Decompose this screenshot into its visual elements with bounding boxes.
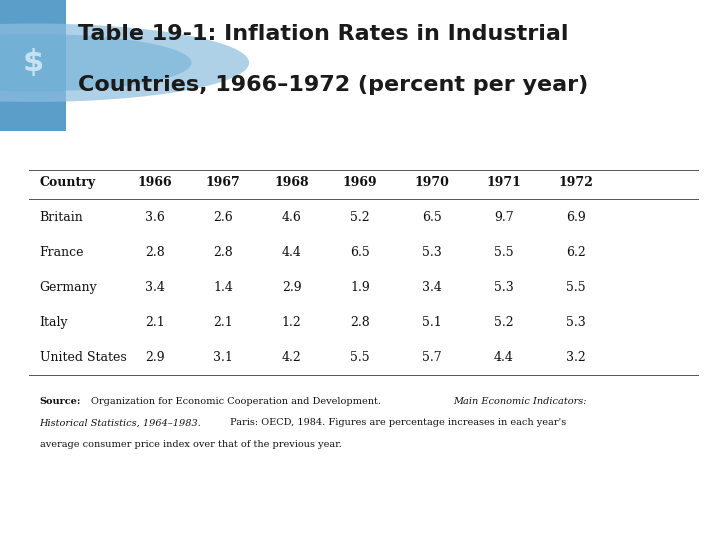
Text: 2.8: 2.8	[350, 316, 370, 329]
Text: 2.9: 2.9	[145, 352, 165, 365]
Text: 6.5: 6.5	[422, 211, 442, 224]
Text: 4.4: 4.4	[494, 352, 514, 365]
Text: 4.2: 4.2	[282, 352, 302, 365]
Text: United States: United States	[40, 352, 126, 365]
Text: 5.5: 5.5	[494, 246, 514, 259]
Text: 1970: 1970	[415, 176, 449, 189]
Text: Britain: Britain	[40, 211, 84, 224]
Text: 5.5: 5.5	[566, 281, 586, 294]
Text: 3.4: 3.4	[145, 281, 165, 294]
Text: 1972: 1972	[559, 176, 593, 189]
Text: Historical Statistics, 1964–1983.: Historical Statistics, 1964–1983.	[40, 418, 202, 427]
Text: 3.2: 3.2	[566, 352, 586, 365]
Text: 3.4: 3.4	[422, 281, 442, 294]
Circle shape	[0, 24, 249, 102]
Text: 19-34: 19-34	[677, 517, 707, 527]
Text: 5.3: 5.3	[494, 281, 514, 294]
Text: 1966: 1966	[138, 176, 172, 189]
Text: 2.1: 2.1	[213, 316, 233, 329]
Text: Source:: Source:	[40, 397, 81, 406]
Text: 4.6: 4.6	[282, 211, 302, 224]
Text: Copyright ©2015 Pearson Education, Inc. All rights reserved.: Copyright ©2015 Pearson Education, Inc. …	[13, 517, 332, 527]
Text: 2.8: 2.8	[213, 246, 233, 259]
Text: 3.1: 3.1	[213, 352, 233, 365]
Text: 3.6: 3.6	[145, 211, 165, 224]
Text: Main Economic Indicators:: Main Economic Indicators:	[454, 397, 587, 406]
Text: 1.9: 1.9	[350, 281, 370, 294]
Text: 5.1: 5.1	[422, 316, 442, 329]
Text: 6.9: 6.9	[566, 211, 586, 224]
Text: Paris: OECD, 1984. Figures are percentage increases in each year's: Paris: OECD, 1984. Figures are percentag…	[230, 418, 567, 427]
Text: France: France	[40, 246, 84, 259]
Text: 2.9: 2.9	[282, 281, 302, 294]
Text: 1967: 1967	[206, 176, 240, 189]
Text: 1.4: 1.4	[213, 281, 233, 294]
Text: 5.5: 5.5	[350, 352, 370, 365]
Text: 5.2: 5.2	[494, 316, 514, 329]
Bar	[0, 0, 66, 131]
Text: 1.2: 1.2	[282, 316, 302, 329]
Text: 5.3: 5.3	[422, 246, 442, 259]
Text: Table 19-1: Inflation Rates in Industrial: Table 19-1: Inflation Rates in Industria…	[78, 24, 568, 44]
Text: average consumer price index over that of the previous year.: average consumer price index over that o…	[40, 440, 341, 449]
Text: 1969: 1969	[343, 176, 377, 189]
Text: 5.2: 5.2	[350, 211, 370, 224]
Circle shape	[0, 34, 192, 91]
Text: 4.4: 4.4	[282, 246, 302, 259]
Text: Organization for Economic Cooperation and Development.: Organization for Economic Cooperation an…	[91, 397, 382, 406]
Text: 2.1: 2.1	[145, 316, 165, 329]
Text: 2.8: 2.8	[145, 246, 165, 259]
Text: 2.6: 2.6	[213, 211, 233, 224]
Text: Italy: Italy	[40, 316, 68, 329]
Text: 1968: 1968	[274, 176, 309, 189]
Text: 6.5: 6.5	[350, 246, 370, 259]
Text: 5.3: 5.3	[566, 316, 586, 329]
Text: 6.2: 6.2	[566, 246, 586, 259]
Text: Country: Country	[40, 176, 96, 189]
Text: Countries, 1966–1972 (percent per year): Countries, 1966–1972 (percent per year)	[78, 75, 588, 95]
Text: 1971: 1971	[487, 176, 521, 189]
Text: Germany: Germany	[40, 281, 97, 294]
Text: 5.7: 5.7	[422, 352, 442, 365]
Text: 9.7: 9.7	[494, 211, 514, 224]
Text: $: $	[22, 48, 44, 77]
